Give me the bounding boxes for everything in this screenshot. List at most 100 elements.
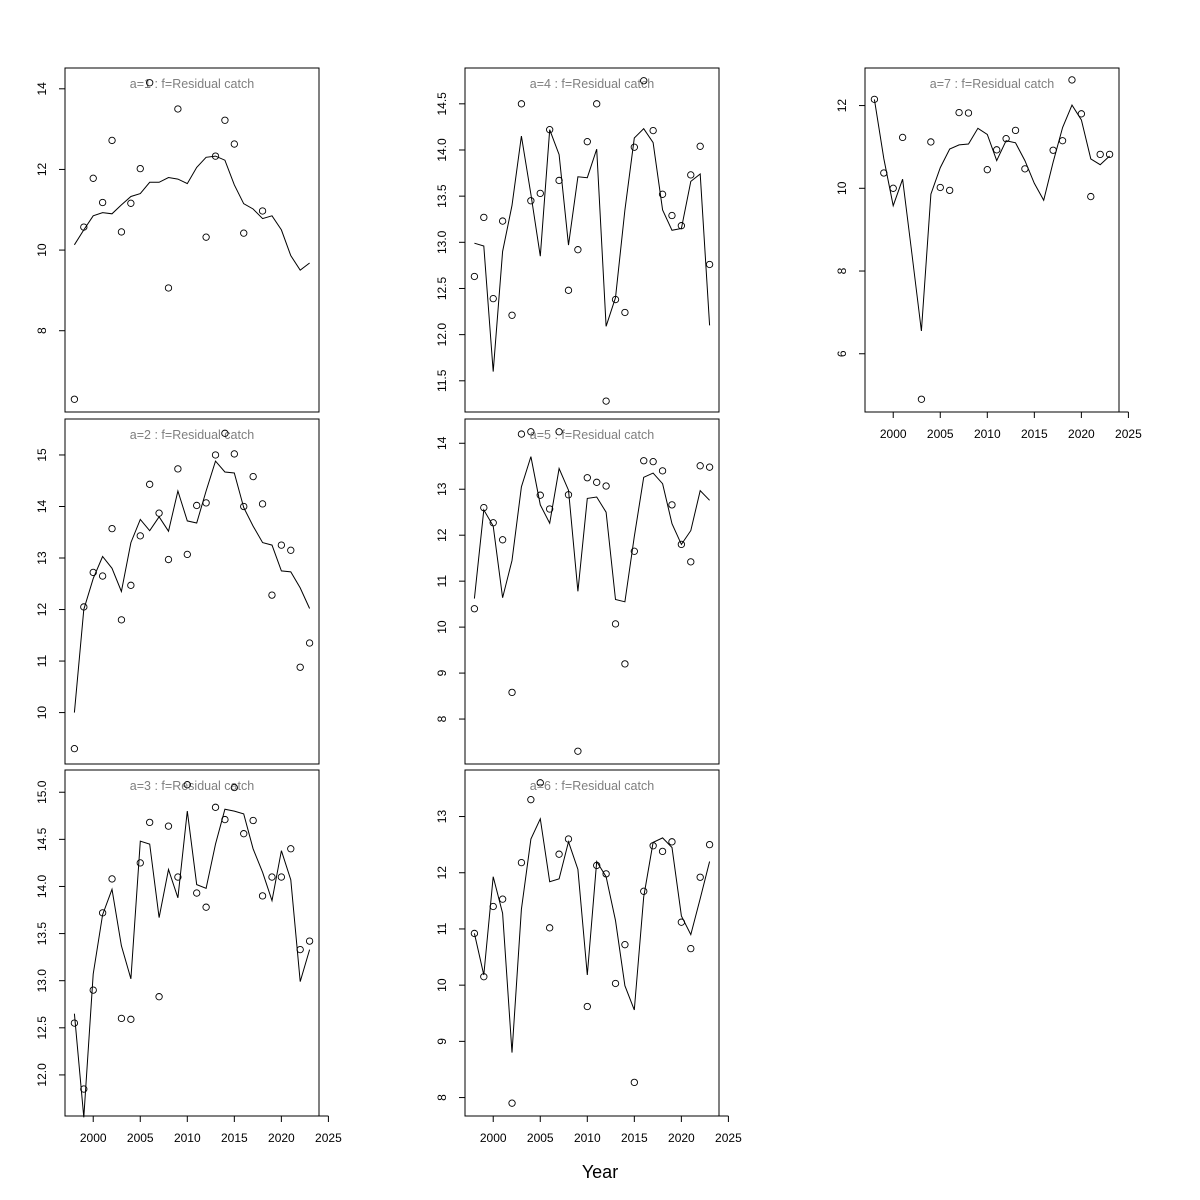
observed-point: [193, 501, 201, 510]
y-tick-label: 12: [435, 866, 449, 880]
observed-point: [993, 146, 1001, 154]
panel-frame: [464, 418, 720, 765]
observed-point: [221, 429, 229, 437]
observed-point: [89, 568, 97, 577]
observed-point: [70, 395, 79, 403]
x-tick-label: 2000: [80, 1131, 107, 1145]
observed-point: [470, 929, 479, 938]
observed-point: [470, 605, 479, 613]
observed-point: [611, 295, 620, 304]
observed-point: [211, 451, 220, 459]
y-tick-label: 6: [835, 350, 849, 357]
observed-point: [889, 184, 897, 192]
observed-point: [183, 550, 191, 559]
observed-point: [705, 840, 714, 849]
y-tick-label: 12.5: [35, 1016, 49, 1040]
observed-point: [983, 166, 991, 174]
panel-title: a=1 : f=Residual catch: [130, 77, 254, 91]
observed-point: [658, 847, 667, 856]
fitted-line: [473, 456, 710, 603]
observed-point: [127, 581, 135, 589]
x-tick-label: 2010: [574, 1131, 601, 1145]
y-tick-label: 10: [835, 181, 849, 195]
y-tick-label: 15: [35, 448, 49, 462]
y-tick-label: 8: [35, 327, 49, 334]
observed-point: [80, 603, 88, 611]
fitted-line: [473, 817, 711, 1053]
observed-point: [108, 136, 116, 145]
observed-point: [136, 532, 144, 540]
observed-point: [611, 620, 620, 628]
panel-frame: [64, 418, 320, 765]
observed-point: [202, 903, 210, 911]
observed-point: [602, 397, 610, 405]
observed-point: [917, 395, 926, 403]
observed-point: [146, 818, 154, 827]
observed-point: [249, 472, 257, 481]
observed-point: [174, 465, 182, 473]
observed-point: [221, 116, 229, 124]
observed-point: [687, 558, 695, 566]
observed-point: [527, 428, 535, 436]
observed-point: [1021, 165, 1029, 173]
y-tick-label: 11: [35, 655, 49, 668]
y-tick-label: 13.5: [435, 184, 449, 208]
y-tick-label: 8: [435, 715, 449, 722]
y-tick-label: 11.5: [435, 369, 449, 392]
observed-point: [155, 993, 163, 1001]
panel-a1: a=1 : f=Residual catch 8 10 12 14: [35, 67, 320, 413]
observed-point: [108, 875, 116, 883]
y-tick-label: 12: [35, 603, 49, 617]
observed-point: [287, 546, 295, 554]
observed-point: [564, 286, 573, 294]
y-tick-label: 14: [435, 436, 449, 450]
panel-frame: [464, 769, 720, 1117]
observed-point: [70, 1019, 79, 1027]
y-tick-label: 10: [35, 706, 49, 720]
x-tick-label: 2020: [268, 1131, 295, 1145]
observed-point: [640, 457, 648, 465]
panel-a2: a=2 : f=Residual catch 10 11 12 13 14 15: [35, 418, 320, 765]
y-tick-label: 11: [435, 575, 449, 588]
observed-point: [98, 198, 107, 207]
observed-point: [546, 924, 554, 932]
panels: a=1 : f=Residual catch 8 10 12 14 a=2 : f=Res…: [35, 67, 1142, 1145]
observed-point: [287, 845, 295, 853]
observed-point: [611, 979, 620, 988]
observed-point: [687, 171, 695, 179]
y-tick-label: 13: [435, 482, 449, 496]
observed-point: [583, 1002, 591, 1011]
x-tick-label: 2025: [315, 1131, 342, 1145]
x-tick-label: 2000: [880, 427, 907, 441]
observed-point: [696, 873, 704, 881]
x-tick-label: 2010: [174, 1131, 201, 1145]
observed-point: [305, 639, 314, 647]
y-tick-label: 13: [435, 810, 449, 824]
x-tick-label: 2000: [480, 1131, 507, 1145]
observed-point: [498, 895, 507, 903]
y-tick-label: 12: [35, 162, 49, 176]
observed-point: [668, 211, 676, 220]
observed-point: [230, 140, 238, 148]
observed-point: [258, 500, 267, 508]
observed-point: [164, 284, 173, 292]
y-tick-label: 9: [435, 669, 449, 676]
y-tick-label: 14.5: [435, 92, 449, 116]
x-tick-label: 2005: [527, 1131, 554, 1145]
observed-point: [705, 463, 714, 471]
observed-point: [536, 779, 544, 787]
x-tick-label: 2020: [668, 1131, 695, 1145]
panel-frame: [64, 769, 320, 1117]
observed-point: [498, 217, 507, 225]
observed-point: [221, 815, 229, 824]
panel-title: a=5 : f=Residual catch: [530, 428, 654, 442]
x-axis-label: Year: [582, 1162, 618, 1182]
observed-point: [305, 937, 314, 945]
observed-point: [296, 663, 304, 671]
panel-a6: a=6 : f=Residual catch 8 9 10 11 12 13 2000 2005…: [435, 769, 742, 1145]
panel-title: a=2 : f=Residual catch: [130, 428, 254, 442]
observed-point: [564, 491, 573, 499]
y-tick-label: 10: [35, 243, 49, 257]
observed-point: [127, 1015, 135, 1023]
